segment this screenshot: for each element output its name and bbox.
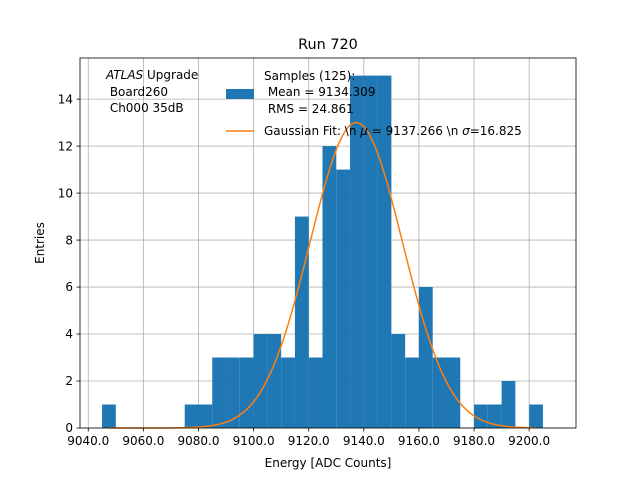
annotation-line-1: ATLAS Upgrade (105, 68, 198, 82)
atlas-annotation: ATLAS Upgrade Board260 Ch000 35dB (105, 68, 198, 115)
histogram-bar (184, 404, 199, 428)
x-tick-label: 9160.0 (398, 434, 440, 448)
histogram-bar (281, 357, 295, 428)
y-tick-label: 2 (65, 374, 73, 388)
histogram-bar (322, 146, 337, 428)
y-tick-label: 0 (65, 421, 73, 435)
legend: Samples (125): Mean = 9134.309 RMS = 24.… (226, 69, 522, 138)
legend-histogram-line-1: Samples (125): (264, 69, 355, 83)
x-tick-label: 9200.0 (508, 434, 550, 448)
histogram-bar (212, 357, 227, 428)
annotation-atlas: ATLAS (105, 68, 144, 82)
y-tick-label: 12 (58, 139, 73, 153)
histogram-bar (418, 287, 433, 428)
x-axis-ticks: 9040.0 9060.0 9080.0 9100.0 9120.0 9140.0 9160… (67, 428, 550, 448)
x-tick-label: 9080.0 (177, 434, 219, 448)
y-axis-ticks: 0 2 4 6 8 10 12 14 (58, 92, 80, 435)
legend-histogram-line-2: Mean = 9134.309 (264, 85, 375, 99)
histogram-bar (363, 75, 378, 428)
histogram-bar (501, 381, 516, 428)
y-tick-label: 8 (65, 233, 73, 247)
histogram-bar (198, 404, 213, 428)
annotation-line-3: Ch000 35dB (106, 101, 184, 115)
x-axis-label: Energy [ADC Counts] (265, 456, 392, 470)
legend-fit-prefix: Gaussian Fit: \n (264, 124, 360, 138)
y-tick-label: 4 (65, 327, 73, 341)
y-axis-label: Entries (33, 222, 47, 264)
chart-title: Run 720 (298, 37, 358, 53)
legend-histogram-swatch (226, 89, 254, 99)
x-tick-label: 9100.0 (233, 434, 275, 448)
histogram-bar (239, 357, 254, 428)
legend-fit-middle: = 9137.266 \n (368, 124, 462, 138)
legend-fit-sigma: σ (462, 124, 470, 138)
histogram-bar (487, 404, 502, 428)
legend-histogram-line-3: RMS = 24.861 (264, 102, 354, 116)
histogram-bar (474, 404, 488, 428)
histogram-bar (226, 357, 240, 428)
y-tick-label: 6 (65, 280, 73, 294)
x-tick-label: 9140.0 (343, 434, 385, 448)
histogram-bars (102, 75, 543, 429)
histogram-bar (294, 216, 309, 428)
legend-fit-suffix: =16.825 (470, 124, 522, 138)
histogram-bar (336, 169, 351, 429)
histogram-bar (267, 334, 282, 428)
x-tick-label: 9180.0 (453, 434, 495, 448)
histogram-bar (350, 75, 364, 428)
histogram-bar (391, 334, 406, 428)
annotation-line-2: Board260 (106, 85, 168, 99)
annotation-upgrade: Upgrade (143, 68, 198, 82)
x-tick-label: 9040.0 (67, 434, 109, 448)
axes-frame (79, 57, 577, 429)
histogram-bar (308, 357, 323, 428)
y-tick-label: 10 (58, 186, 73, 200)
legend-fit-mu: μ (359, 124, 368, 138)
histogram-bar (529, 404, 543, 428)
histogram-bar (102, 404, 116, 428)
x-tick-label: 9060.0 (122, 434, 164, 448)
x-tick-label: 9120.0 (288, 434, 330, 448)
histogram-bar (253, 334, 268, 428)
histogram-bar (405, 357, 419, 428)
y-tick-label: 14 (58, 92, 73, 106)
legend-fit-label: Gaussian Fit: \n μ = 9137.266 \n σ=16.82… (264, 124, 522, 138)
